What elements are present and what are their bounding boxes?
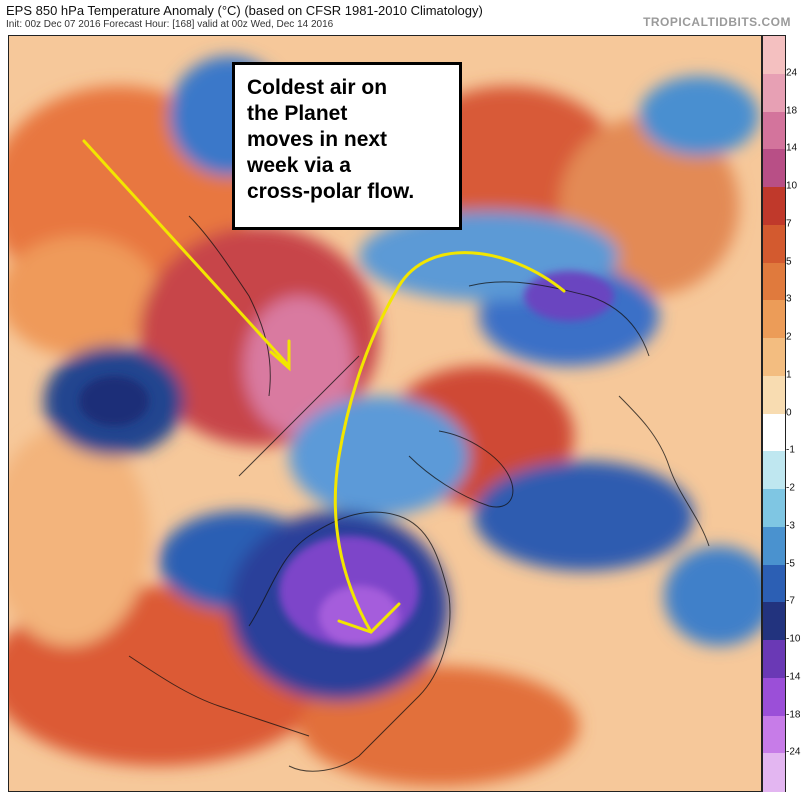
legend-tick-label: -2 xyxy=(786,482,795,494)
annotation-line: week via a xyxy=(247,154,351,177)
color-legend xyxy=(762,35,786,792)
legend-tick-label: -24 xyxy=(786,746,801,758)
legend-tick-label: -3 xyxy=(786,520,795,532)
coastlines xyxy=(128,215,710,772)
legend-tick-label: -10 xyxy=(786,633,801,645)
brand-watermark: TROPICALTIDBITS.COM xyxy=(643,15,791,29)
legend-tick-label: 1 xyxy=(786,369,792,381)
legend-swatch xyxy=(763,564,785,603)
legend-tick-label: 2 xyxy=(786,331,792,343)
arrow-pacific xyxy=(82,139,291,368)
legend-swatch xyxy=(763,73,785,112)
legend-tick-label: 10 xyxy=(786,180,798,192)
legend-swatch xyxy=(763,753,785,792)
annotation-line: moves in next xyxy=(247,128,388,151)
legend-swatch xyxy=(763,413,785,452)
map-title: EPS 850 hPa Temperature Anomaly (°C) (ba… xyxy=(6,3,483,18)
arrow-cross-polar-head xyxy=(337,602,401,634)
legend-swatch xyxy=(763,187,785,226)
legend-swatch xyxy=(763,375,785,414)
legend-swatch xyxy=(763,224,785,263)
arrow-cross-polar xyxy=(333,251,566,634)
legend-swatch xyxy=(763,451,785,490)
legend-tick-label: 18 xyxy=(786,105,798,116)
arrow-pacific-head xyxy=(269,339,291,372)
annotation-line: Coldest air on xyxy=(247,76,388,99)
legend-tick-label: 3 xyxy=(786,293,792,305)
legend-swatch xyxy=(763,489,785,528)
legend-swatch xyxy=(763,640,785,679)
anomaly-map xyxy=(8,35,762,792)
legend-tick-label: 5 xyxy=(786,256,792,267)
legend-swatch xyxy=(763,602,785,641)
annotation-line: the Planet xyxy=(247,102,348,125)
map-subtitle: Init: 00z Dec 07 2016 Forecast Hour: [16… xyxy=(6,19,334,30)
legend-swatch xyxy=(763,111,785,150)
legend-swatch xyxy=(763,338,785,377)
flow-arrows xyxy=(82,139,566,634)
legend-tick-label: -7 xyxy=(786,595,795,607)
legend-swatch xyxy=(763,36,785,75)
legend-tick-label: 0 xyxy=(786,407,792,418)
legend-tick-label: 24 xyxy=(786,67,798,79)
legend-tick-label: -5 xyxy=(786,558,795,569)
header: EPS 850 hPa Temperature Anomaly (°C) (ba… xyxy=(0,0,805,33)
legend-swatch xyxy=(763,677,785,716)
legend-tick-label: -18 xyxy=(786,709,801,720)
legend-swatch xyxy=(763,526,785,565)
legend-tick-label: -14 xyxy=(786,671,801,683)
legend-swatch xyxy=(763,300,785,339)
legend-swatch xyxy=(763,715,785,754)
legend-tick-label: -1 xyxy=(786,444,795,456)
legend-tick-label: 14 xyxy=(786,142,798,154)
legend-swatch xyxy=(763,149,785,188)
anomaly-map-canvas xyxy=(9,36,761,791)
annotation-line: cross-polar flow. xyxy=(247,180,415,203)
legend-tick-label: 7 xyxy=(786,218,792,230)
annotation-box: Coldest air on the Planet moves in next … xyxy=(232,62,462,230)
legend-swatch xyxy=(763,262,785,301)
